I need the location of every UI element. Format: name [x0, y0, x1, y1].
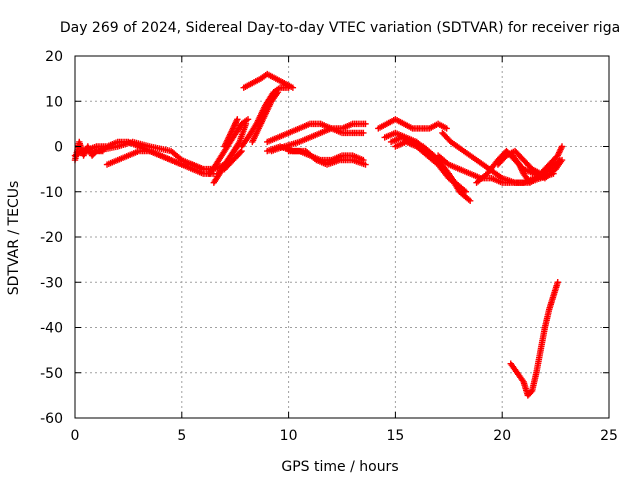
- data-point: [274, 89, 282, 96]
- y-tick-label: -40: [40, 321, 63, 337]
- data-point: [234, 152, 241, 159]
- data-point: [362, 120, 369, 128]
- series-track-13: [264, 120, 369, 146]
- series-track-25: [509, 152, 564, 186]
- data-point: [234, 116, 241, 123]
- series-track-11: [249, 89, 282, 146]
- data-point: [555, 158, 563, 165]
- y-tick-label: -30: [40, 275, 63, 291]
- x-axis-title: GPS time / hours: [281, 459, 398, 475]
- data-point: [556, 156, 564, 164]
- y-tick-label: -60: [40, 411, 63, 427]
- series-track-09: [221, 116, 241, 150]
- series-track-26: [507, 279, 561, 399]
- grid: [75, 56, 609, 418]
- x-tick-label: 25: [600, 428, 618, 444]
- data-point: [244, 116, 252, 123]
- x-tick-label: 15: [386, 428, 404, 444]
- data-point: [466, 197, 474, 204]
- data-point: [456, 184, 463, 191]
- y-tick-label: 0: [54, 140, 63, 156]
- y-tick-label: -20: [40, 230, 63, 246]
- series-track-20: [392, 138, 463, 191]
- y-axis-title: SDTVAR / TECUs: [6, 181, 22, 296]
- data-point: [360, 129, 367, 137]
- series-track-22: [439, 129, 557, 186]
- data-point: [443, 125, 450, 132]
- y-tick-label: -10: [40, 185, 63, 201]
- x-tick-label: 0: [71, 428, 80, 444]
- data-point: [289, 84, 297, 91]
- axis-ticks: 0 5 10 15 20 25 -60 -50 -40 -30 -20 -10 0 10 20: [40, 49, 618, 444]
- data-points: [71, 70, 566, 399]
- data-point: [362, 161, 369, 168]
- y-tick-label: -50: [40, 366, 63, 382]
- y-tick-label: 20: [45, 49, 63, 65]
- chart-title: Day 269 of 2024, Sidereal Day-to-day VTE…: [60, 20, 620, 36]
- data-point: [554, 279, 561, 286]
- series-track-08: [221, 147, 245, 173]
- series-track-16: [264, 143, 369, 168]
- series-track-17: [375, 116, 450, 132]
- series-track-04: [103, 147, 228, 173]
- data-point: [235, 151, 242, 158]
- x-tick-label: 5: [177, 428, 186, 444]
- series-track-12: [240, 70, 297, 91]
- data-point: [462, 188, 470, 195]
- x-tick-label: 20: [493, 428, 511, 444]
- x-tick-label: 10: [280, 428, 298, 444]
- y-tick-label: 10: [45, 94, 63, 110]
- data-point: [558, 143, 566, 150]
- data-point: [242, 120, 250, 128]
